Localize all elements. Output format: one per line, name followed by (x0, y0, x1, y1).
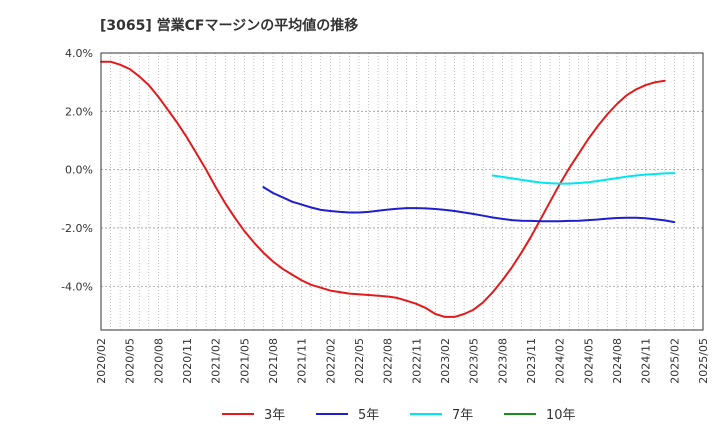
y-tick-label: -4.0% (61, 280, 93, 293)
x-tick-label: 2020/05 (124, 338, 137, 384)
series-lines (100, 60, 676, 318)
y-tick-label: 0.0% (65, 164, 93, 177)
y-tick-label: 2.0% (65, 105, 93, 118)
plot-frame (100, 52, 704, 331)
x-tick-label: 2020/11 (181, 338, 194, 384)
x-tick-label: 2022/02 (324, 338, 337, 384)
x-tick-label: 2021/08 (267, 338, 280, 384)
legend: 3年 5年 7年 10年 (222, 408, 576, 423)
x-tick-label: 2022/05 (353, 338, 366, 384)
x-tick-label: 2022/11 (410, 338, 423, 384)
x-tick-label: 2022/08 (382, 338, 395, 384)
x-tick-label: 2023/05 (468, 338, 481, 384)
x-tick-label: 2024/11 (640, 338, 653, 384)
x-tick-label: 2024/02 (554, 338, 567, 384)
x-tick-label: 2023/02 (439, 338, 452, 384)
x-tick-label: 2024/05 (582, 338, 595, 384)
series-line-3年 (100, 60, 666, 318)
x-tick-label: 2020/08 (152, 338, 165, 384)
x-tick-label: 2025/02 (668, 338, 681, 384)
x-tick-label: 2021/11 (296, 338, 309, 384)
legend-label: 10年 (546, 408, 576, 423)
x-tick-label: 2024/08 (611, 338, 624, 384)
x-tick-label: 2021/02 (210, 338, 223, 384)
y-tick-label: 4.0% (65, 47, 93, 60)
series-line-7年 (491, 172, 676, 185)
x-axis-ticks: 2020/02 2020/05 2020/08 2020/11 2021/02 2021/… (95, 338, 710, 384)
chart-title: [3065] 営業CFマージンの平均値の推移 (100, 17, 358, 34)
x-tick-label: 2023/11 (525, 338, 538, 384)
x-tick-label: 2021/05 (238, 338, 251, 384)
y-tick-label: -2.0% (61, 222, 93, 235)
x-tick-label: 2025/05 (697, 338, 710, 384)
y-axis-ticks: 4.0% 2.0% 0.0% -2.0% -4.0% (61, 47, 93, 293)
series-line-5年 (262, 186, 676, 224)
grid (101, 52, 703, 330)
x-tick-label: 2023/08 (496, 338, 509, 384)
legend-label: 3年 (264, 408, 285, 423)
legend-label: 5年 (358, 408, 379, 423)
x-tick-label: 2020/02 (95, 338, 108, 384)
legend-label: 7年 (452, 408, 473, 423)
